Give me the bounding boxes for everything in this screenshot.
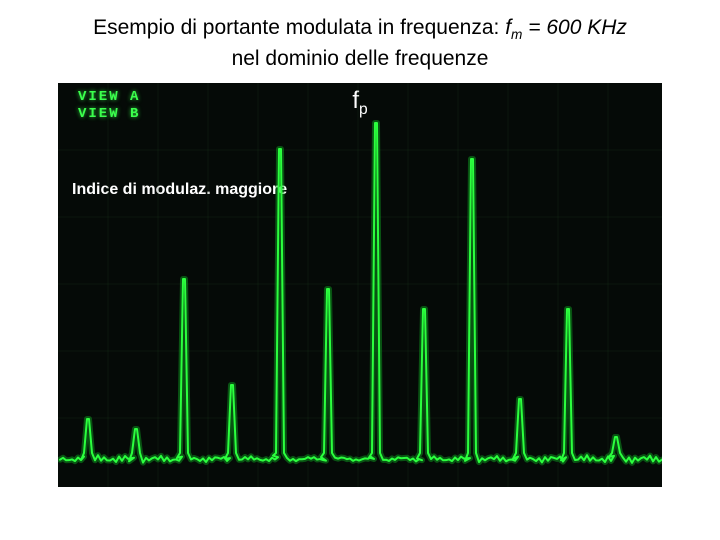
- fm-value: = 600 KHz: [522, 16, 626, 39]
- oscilloscope-display: VIEW A VIEW B fp Indice di modulaz. magg…: [58, 83, 662, 487]
- spectrum-plot: [58, 83, 662, 487]
- title-line-1: Esempio di portante modulata in frequenz…: [30, 14, 690, 45]
- slide-title: Esempio di portante modulata in frequenz…: [0, 0, 720, 79]
- title-line-2: nel dominio delle frequenze: [30, 45, 690, 73]
- fm-symbol: fm: [505, 16, 522, 39]
- title-text-1: Esempio di portante modulata in frequenz…: [93, 16, 505, 39]
- spectrum-trace: [60, 123, 662, 463]
